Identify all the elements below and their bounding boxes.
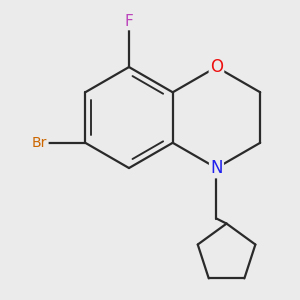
Text: Br: Br — [32, 136, 47, 150]
Text: N: N — [210, 159, 223, 177]
Text: F: F — [124, 14, 134, 29]
Text: O: O — [210, 58, 223, 76]
